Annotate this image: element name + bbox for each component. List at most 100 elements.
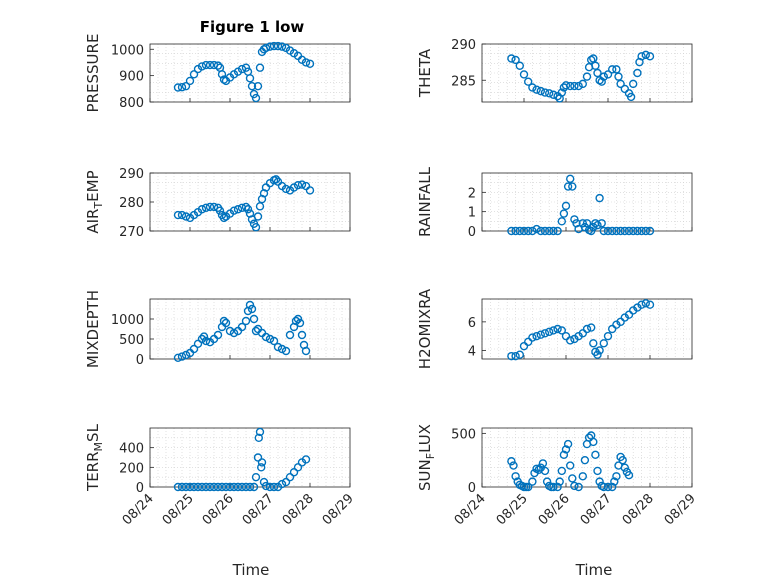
axes-box — [481, 427, 693, 488]
y-tick-label: 800 — [119, 96, 144, 111]
data-point — [587, 55, 596, 65]
data-point — [233, 205, 243, 214]
data-point — [633, 226, 642, 236]
data-point — [629, 226, 638, 236]
data-point — [555, 477, 564, 486]
data-point — [229, 482, 239, 492]
data-point — [563, 182, 573, 191]
data-point — [243, 205, 253, 214]
data-point — [305, 186, 315, 195]
subplot-pressure: 800 900 1000 PRESSURE — [84, 34, 351, 112]
axes-box — [149, 43, 351, 103]
data-point — [297, 330, 307, 340]
data-point — [213, 61, 223, 70]
data-point — [566, 81, 575, 91]
data-point — [561, 445, 571, 454]
data-point — [511, 55, 520, 65]
data-point — [257, 458, 267, 467]
data-point — [528, 333, 537, 342]
data-point — [528, 226, 537, 236]
data-point — [589, 437, 598, 447]
data-point — [511, 472, 520, 481]
data-point — [532, 224, 541, 234]
y-tick-label: 4 — [468, 344, 476, 359]
data-point — [637, 300, 646, 309]
data-point — [542, 477, 552, 486]
data-point — [599, 482, 608, 492]
data-point — [593, 466, 602, 476]
data-point — [597, 77, 606, 86]
data-point — [245, 300, 255, 310]
data-point — [219, 316, 229, 326]
y-tick-label: 290 — [119, 167, 144, 182]
data-point — [247, 81, 257, 91]
data-point — [301, 455, 311, 464]
y-axis-label: MIXDEPTH — [84, 290, 102, 368]
data-point — [545, 226, 554, 236]
data-point — [511, 351, 520, 361]
data-point — [237, 322, 247, 332]
data-point — [241, 63, 251, 72]
data-point — [201, 60, 211, 70]
data-point — [177, 210, 187, 220]
x-tick-label: 08/27 — [240, 491, 277, 528]
data-point — [593, 220, 602, 230]
data-point — [637, 52, 646, 61]
data-point — [245, 74, 255, 83]
data-point — [305, 59, 315, 68]
data-point — [557, 217, 566, 226]
y-tick-label: 1000 — [111, 313, 144, 328]
data-point — [578, 329, 587, 338]
data-point — [597, 219, 606, 228]
data-point — [285, 472, 295, 482]
data-point — [549, 326, 558, 335]
data-point — [189, 344, 199, 354]
data-point — [582, 72, 592, 81]
data-point — [217, 70, 227, 79]
data-point — [561, 81, 571, 90]
data-point — [253, 453, 263, 462]
data-point — [608, 65, 617, 74]
data-point — [587, 323, 596, 332]
data-point — [553, 482, 562, 492]
data-point — [614, 72, 623, 81]
data-point — [574, 81, 583, 91]
data-point — [245, 482, 255, 492]
x-tick-label: 08/25 — [494, 491, 531, 528]
data-point — [566, 336, 575, 345]
data-point — [540, 226, 550, 236]
data-point — [519, 70, 529, 79]
data-point — [620, 84, 629, 94]
data-point — [273, 41, 283, 51]
y-axis-label: RAINFALL — [416, 166, 434, 237]
data-point — [255, 63, 265, 72]
data-point — [591, 61, 600, 70]
x-tick-label: 08/29 — [662, 491, 699, 528]
data-point — [237, 203, 247, 213]
data-point — [603, 70, 613, 79]
data-point — [281, 184, 291, 194]
data-point — [277, 479, 287, 489]
data-point — [247, 304, 257, 314]
data-point — [507, 54, 516, 63]
subplot-sun-flux: 0 500 08/24 08/25 08/26 08/27 08/28 08/29 SUNFLU… — [416, 424, 699, 579]
data-point — [185, 76, 195, 86]
data-point — [515, 226, 524, 236]
data-point — [253, 212, 263, 221]
y-axis-label: TERRMSL — [84, 423, 105, 492]
data-point — [265, 334, 275, 344]
data-point — [507, 457, 516, 466]
data-point — [578, 79, 587, 89]
data-point — [301, 346, 311, 356]
data-point — [620, 463, 629, 472]
data-point — [566, 174, 575, 184]
data-point — [241, 482, 251, 492]
data-point — [557, 88, 566, 97]
data-point — [241, 316, 251, 326]
data-point — [532, 331, 541, 341]
data-point — [578, 472, 587, 481]
data-point — [532, 85, 541, 94]
data-point — [563, 439, 573, 449]
data-point — [570, 81, 579, 91]
data-point — [524, 226, 533, 236]
